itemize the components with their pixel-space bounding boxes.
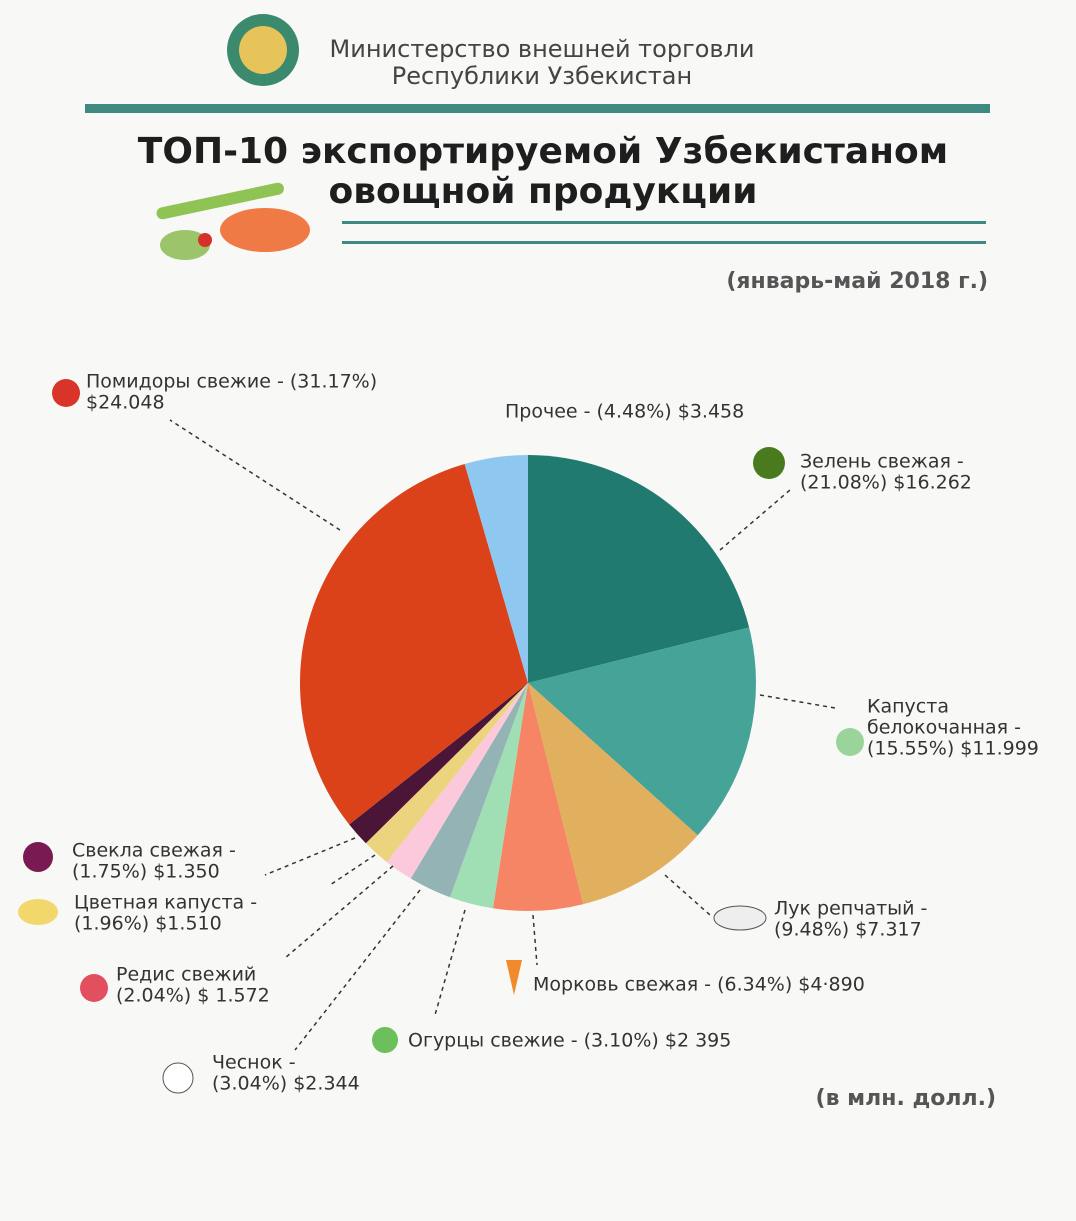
pie-slice xyxy=(349,683,528,844)
slice-label: Морковь свежая - (6.34%) $4·890 xyxy=(533,974,865,996)
chart-title: овощной продукции xyxy=(329,171,758,212)
unit-note: (в млн. долл.) xyxy=(816,1086,996,1111)
pie-slice xyxy=(300,463,528,825)
slice-label: Лук репчатый - xyxy=(774,898,927,920)
pie-slice xyxy=(464,455,528,683)
leader-line xyxy=(294,889,421,1051)
slice-label: белокочанная - xyxy=(867,717,1021,739)
pie-slice xyxy=(528,683,698,905)
slice-label: $24.048 xyxy=(86,392,165,414)
leader-line xyxy=(719,489,791,551)
emblem-center xyxy=(239,26,287,74)
pie-slice xyxy=(386,683,528,879)
slice-label: Чеснок - xyxy=(212,1052,296,1074)
leader-line xyxy=(264,837,356,876)
org-line: Республики Узбекистан xyxy=(392,62,692,90)
pie-slice xyxy=(410,683,528,898)
slice-label: (9.48%) $7.317 xyxy=(774,919,922,941)
slice-label: (15.55%) $11.999 xyxy=(867,738,1039,760)
icons xyxy=(18,379,864,1094)
pie-slice xyxy=(492,683,584,912)
slice-label: Помидоры свежие - (31.17%) xyxy=(86,371,377,393)
subtitle: (январь-май 2018 г.) xyxy=(726,269,988,294)
slice-label: Свекла свежая - xyxy=(72,840,236,862)
pie-slice xyxy=(528,627,756,836)
pie-slice xyxy=(528,455,750,683)
slice-label: Огурцы свежие - (3.10%) $2 395 xyxy=(408,1030,731,1052)
slice-label: Прочее - (4.48%) $3.458 xyxy=(505,401,744,423)
pie-slice xyxy=(450,683,528,909)
slice-label: Зелень свежая - xyxy=(800,451,964,473)
leader-line xyxy=(169,419,341,531)
leader-line xyxy=(759,694,836,709)
food-illustration xyxy=(156,182,310,260)
slice-label: Капуста xyxy=(867,696,949,718)
slice-label: (1.96%) $1.510 xyxy=(74,913,222,935)
slice-label: Редис свежий xyxy=(116,964,256,986)
slice-label: Цветная капуста - xyxy=(74,892,257,914)
divider xyxy=(342,241,986,244)
slice-label: (1.75%) $1.350 xyxy=(72,861,220,883)
leader-line xyxy=(329,854,376,886)
org-line: Министерство внешней торговли xyxy=(330,35,755,63)
leader-line xyxy=(532,914,538,966)
slice-label: (21.08%) $16.262 xyxy=(800,472,972,494)
divider xyxy=(342,221,986,224)
slice-label: (3.04%) $2.344 xyxy=(212,1073,360,1095)
leader-line xyxy=(434,909,466,1016)
chart-title: ТОП-10 экспортируемой Узбекистаном xyxy=(138,131,948,172)
leader-line xyxy=(664,874,711,916)
divider xyxy=(85,104,990,113)
pie-slice xyxy=(365,683,528,862)
slice-label: (2.04%) $ 1.572 xyxy=(116,985,270,1007)
